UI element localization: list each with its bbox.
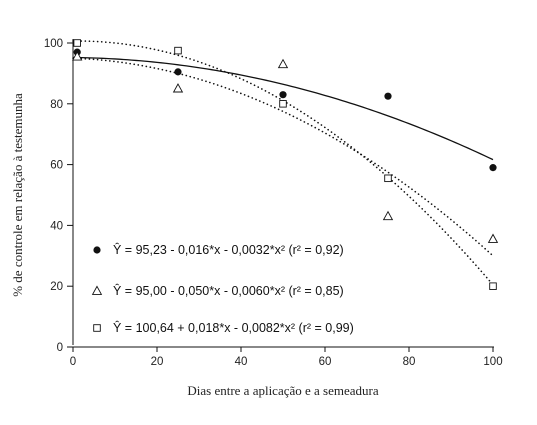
legend-marker-1 <box>93 246 101 254</box>
fit-curve-2 <box>72 57 494 257</box>
x-tick-label: 60 <box>319 356 332 368</box>
fit-curve-1 <box>72 56 494 161</box>
x-tick-label: 0 <box>70 356 76 368</box>
y-tick-label: 100 <box>44 38 63 50</box>
data-point-s2 <box>277 58 289 69</box>
data-point-s2 <box>172 83 184 93</box>
data-point-s2 <box>382 210 394 221</box>
data-point-s2 <box>72 51 83 61</box>
legend: Ŷ = 95,23 - 0,016*x - 0,0032*x² (r² = 0,… <box>91 242 354 335</box>
legend-equation-3: Ŷ = 100,64 + 0,018*x - 0,0082*x² (r² = 0… <box>113 320 354 335</box>
x-tick-label: 100 <box>483 356 502 368</box>
y-tick-label: 80 <box>50 99 63 111</box>
data-point-s3 <box>73 39 81 47</box>
legend-marker-2 <box>91 285 103 295</box>
data-points <box>72 39 499 290</box>
data-point-s1 <box>174 68 182 76</box>
data-point-s1 <box>279 91 287 99</box>
legend-equation-1: Ŷ = 95,23 - 0,016*x - 0,0032*x² (r² = 0,… <box>113 242 344 257</box>
data-point-s2 <box>487 233 499 243</box>
data-point-s1 <box>384 92 392 100</box>
x-tick-label: 80 <box>403 356 416 368</box>
legend-equation-2: Ŷ = 95,00 - 0,050*x - 0,0060*x² (r² = 0,… <box>113 283 344 298</box>
data-point-s3 <box>489 282 497 290</box>
x-axis-title: Dias entre a aplicação e a semeadura <box>187 383 379 398</box>
x-tick-label: 20 <box>151 356 164 368</box>
y-axis-title: % de controle em relação à testemunha <box>10 93 25 297</box>
data-point-s3 <box>384 174 392 183</box>
data-point-s1 <box>489 164 497 172</box>
data-point-s3 <box>174 46 182 55</box>
data-point-s3 <box>279 100 287 108</box>
legend-marker-3 <box>93 324 101 332</box>
y-tick-label: 40 <box>50 220 63 232</box>
y-tick-label: 0 <box>57 342 63 354</box>
x-tick-label: 40 <box>235 356 248 368</box>
y-tick-label: 60 <box>50 160 63 172</box>
y-tick-label: 20 <box>50 281 63 293</box>
axes: 0 20 40 60 80 100 0 20 40 60 80 100 <box>44 38 503 368</box>
